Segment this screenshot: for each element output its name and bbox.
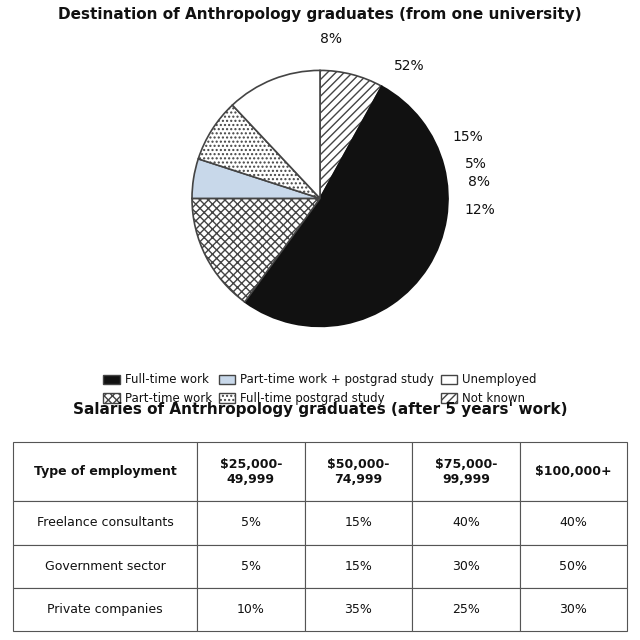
Text: 5%: 5% — [465, 157, 487, 171]
Wedge shape — [320, 70, 381, 198]
Wedge shape — [198, 105, 320, 198]
Text: 8%: 8% — [468, 175, 490, 189]
Wedge shape — [192, 198, 320, 302]
Wedge shape — [192, 159, 320, 198]
Title: Destination of Anthropology graduates (from one university): Destination of Anthropology graduates (f… — [58, 7, 582, 22]
Text: 12%: 12% — [464, 203, 495, 216]
Wedge shape — [244, 86, 448, 326]
Text: 8%: 8% — [320, 32, 342, 46]
Text: 15%: 15% — [452, 130, 483, 144]
Legend: Full-time work, Part-time work, Part-time work + postgrad study, Full-time postg: Full-time work, Part-time work, Part-tim… — [99, 369, 541, 410]
Text: 52%: 52% — [394, 59, 425, 73]
Text: Salaries of Antrhropology graduates (after 5 years' work): Salaries of Antrhropology graduates (aft… — [73, 401, 567, 417]
Wedge shape — [232, 70, 320, 198]
